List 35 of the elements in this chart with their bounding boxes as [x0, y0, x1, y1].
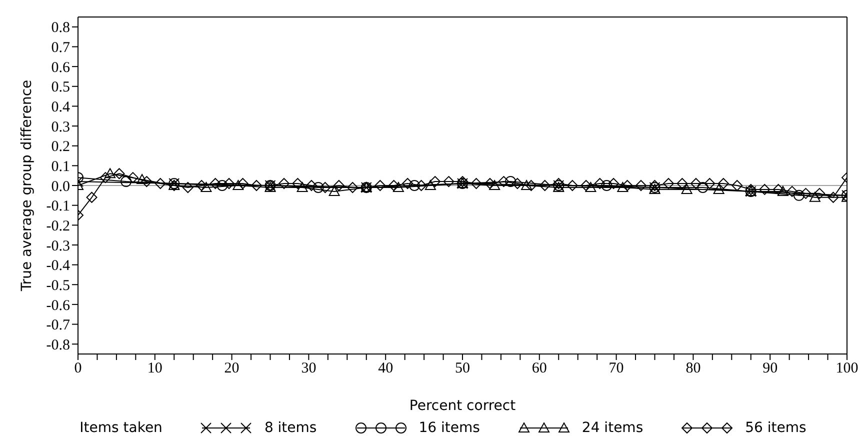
y-tick-label: 0.6: [51, 60, 70, 76]
y-tick-label: 0.3: [51, 119, 70, 136]
legend-label: 24 items: [582, 420, 644, 436]
y-tick-label: -0.7: [46, 318, 70, 334]
legend-label: 56 items: [745, 420, 806, 436]
y-tick-label: 0.1: [51, 159, 70, 175]
y-tick-label: -0.4: [46, 258, 70, 274]
y-tick-label: 0.5: [51, 80, 70, 96]
x-tick-label: 40: [378, 360, 394, 377]
y-tick-label: -0.6: [46, 298, 70, 314]
x-tick-label: 50: [455, 360, 470, 377]
y-tick-label: -0.5: [46, 278, 70, 294]
x-tick-label: 90: [762, 360, 778, 377]
y-tick-label: -0.1: [46, 198, 70, 215]
x-axis-title: Percent correct: [409, 398, 516, 414]
x-tick-label: 10: [147, 360, 162, 377]
x-tick-label: 20: [224, 360, 240, 377]
y-tick-label: 0.7: [51, 40, 70, 56]
y-tick-label: 0.0: [51, 178, 70, 195]
x-tick-label: 100: [836, 360, 858, 377]
y-tick-label: -0.2: [46, 218, 70, 234]
y-tick-label: -0.8: [46, 337, 70, 354]
legend-label: 16 items: [418, 420, 480, 436]
x-tick-label: 30: [301, 360, 316, 377]
y-tick-label: 0.2: [51, 139, 70, 156]
y-tick-label: 0.8: [51, 20, 70, 36]
y-tick-label: -0.3: [46, 238, 70, 254]
x-tick-label: 0: [74, 360, 82, 377]
y-axis-title: True average group difference: [18, 80, 35, 292]
legend-label: 8 items: [264, 420, 317, 436]
legend-title: Items taken: [80, 420, 162, 436]
y-tick-label: 0.4: [51, 100, 70, 116]
x-tick-label: 70: [608, 360, 624, 377]
x-tick-label: 80: [686, 360, 701, 377]
x-tick-label: 60: [532, 360, 547, 377]
